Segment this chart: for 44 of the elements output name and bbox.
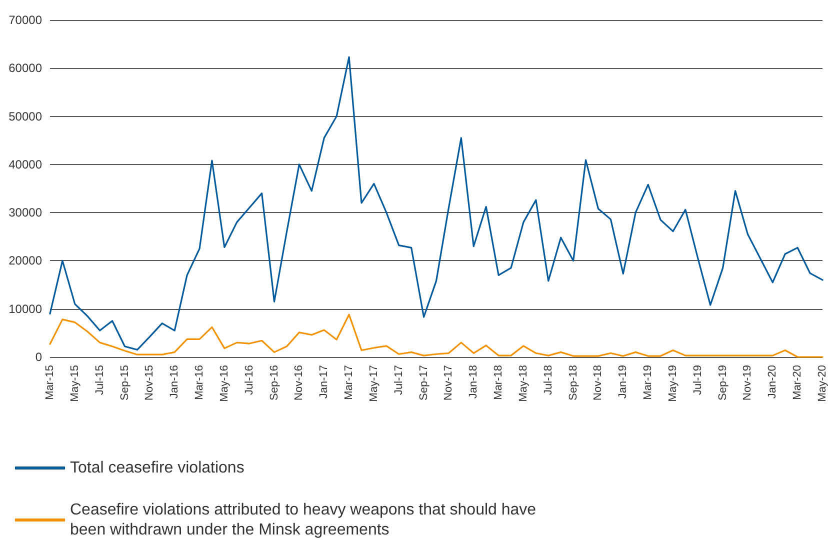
x-tick-label: Jul-19	[692, 365, 704, 395]
x-tick-label: Mar-18	[492, 365, 505, 400]
x-tick-label: Sep-19	[716, 365, 729, 400]
x-tick-label: Jan-19	[617, 365, 630, 399]
x-tick-label: Nov-15	[144, 365, 156, 400]
x-tick-label: Jan-17	[318, 365, 330, 399]
x-tick-label: May-15	[68, 365, 81, 402]
x-tick-label: May-19	[666, 365, 679, 402]
x-tick-label: Nov-16	[293, 365, 306, 400]
y-tick-label: 60000	[8, 61, 42, 76]
legend-label: Total ceasefire violations	[70, 460, 244, 476]
x-tick-label: Jul-15	[94, 365, 106, 395]
x-tick-label: May-17	[368, 365, 380, 402]
x-tick-label: Jul-16	[243, 365, 256, 395]
x-tick-label: Jul-18	[542, 365, 554, 395]
y-tick-label: 40000	[8, 157, 42, 172]
x-tick-label: Nov-18	[592, 365, 604, 400]
x-tick-label: Mar-19	[642, 365, 654, 400]
y-tick-label: 50000	[8, 109, 42, 124]
line-series	[49, 314, 824, 358]
y-tick-label: 20000	[8, 254, 42, 268]
x-tick-label: Nov-19	[742, 365, 754, 400]
x-tick-label: Mar-17	[343, 365, 356, 400]
x-tick-label: Sep-16	[268, 365, 280, 400]
x-tick-label: May-18	[517, 365, 530, 402]
line-series	[49, 56, 824, 351]
legend-label: Ceasefire violations attributed to heavy weapons that should have been withdrawn under the Minsk agreements	[70, 502, 541, 538]
x-tick-label: Sep-17	[418, 365, 430, 400]
x-tick-label: May-20	[816, 365, 828, 402]
x-tick-label: Sep-15	[118, 365, 131, 400]
y-tick-label: 10000	[8, 302, 42, 316]
x-tick-label: Jan-16	[168, 365, 181, 399]
x-tick-label: Jan-20	[766, 365, 779, 399]
x-tick-label: Mar-20	[792, 365, 804, 400]
x-tick-label: May-16	[218, 365, 230, 402]
y-tick-label: 0	[35, 350, 42, 364]
y-tick-label: 70000	[8, 13, 42, 27]
y-tick-label: 30000	[8, 206, 42, 220]
x-tick-label: Nov-17	[442, 365, 455, 400]
x-tick-label: Jul-17	[392, 365, 405, 395]
x-tick-label: Sep-18	[567, 365, 580, 400]
x-tick-label: Mar-16	[194, 365, 206, 400]
x-tick-label: Mar-15	[44, 365, 56, 400]
x-tick-label: Jan-18	[468, 365, 480, 399]
